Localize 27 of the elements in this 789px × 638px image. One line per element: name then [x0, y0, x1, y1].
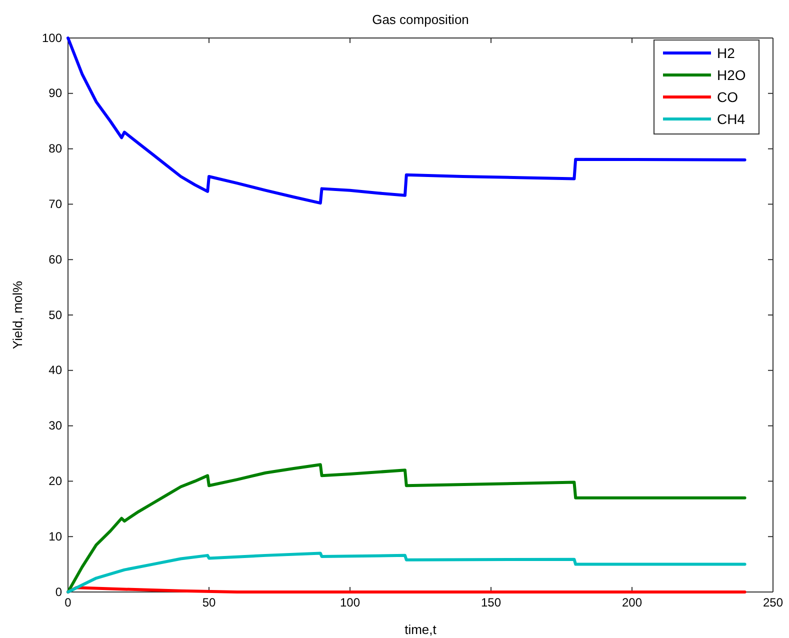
y-axis-title: Yield, mol% [10, 280, 25, 350]
x-tick-label: 0 [64, 596, 72, 610]
x-axis-title: time,t [404, 622, 437, 637]
y-tick-label: 60 [48, 252, 62, 266]
y-tick-label: 80 [48, 142, 62, 156]
y-tick-label: 30 [48, 418, 62, 433]
line-series [66, 552, 746, 594]
y-tick-label: 0 [55, 584, 62, 599]
x-tick-label: 100 [340, 596, 360, 610]
x-tick-label: 250 [762, 596, 784, 610]
legend-label: H2O [717, 67, 746, 83]
y-tick-label: 70 [48, 197, 62, 212]
y-tick-label: 90 [48, 86, 62, 100]
line-series [66, 36, 746, 205]
line-series [66, 463, 746, 594]
legend-label: H2 [717, 45, 736, 61]
y-tick-label: 50 [48, 308, 62, 322]
y-tick-label: 10 [48, 529, 62, 544]
y-tick-label: 40 [48, 363, 62, 378]
x-tick-label: 50 [202, 596, 216, 610]
legend-label: CH4 [717, 111, 746, 127]
x-tick-label: 200 [622, 596, 642, 610]
chart-title: Gas composition [372, 12, 469, 27]
legend-label: CO [717, 89, 738, 105]
y-tick-label: 100 [42, 30, 62, 45]
y-tick-label: 20 [48, 474, 62, 488]
x-tick-label: 150 [480, 596, 502, 610]
